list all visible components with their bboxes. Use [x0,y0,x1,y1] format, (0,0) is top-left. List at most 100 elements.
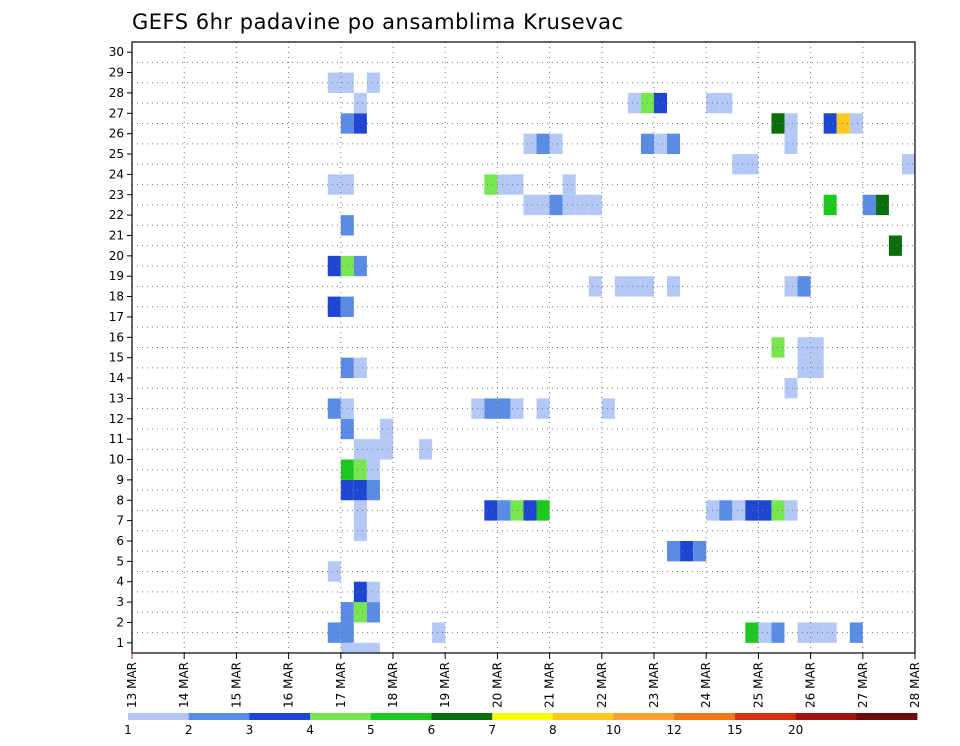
colorbar-label: 1 [124,723,132,737]
heatmap-cell [536,194,550,216]
y-tick-label: 29 [109,66,124,80]
heatmap-cell [588,194,602,216]
heatmap-cell [849,113,863,134]
heatmap-cell [523,500,537,521]
heatmap-cell [823,113,837,134]
colorbar-label: 5 [367,723,375,737]
heatmap-cell [745,500,759,521]
heatmap-cell [353,520,367,541]
axes-layer: 1234567891011121314151617181920212223242… [109,41,922,708]
colorbar: 1 2 3 4 5 6 7 8 10 12 15 20 [124,713,918,737]
heatmap-cell [366,602,380,623]
heatmap-cell [601,398,615,419]
heatmap-cell [862,194,876,216]
y-tick-label: 3 [116,595,124,609]
heatmap-cell [797,622,811,643]
colorbar-label: 12 [667,723,682,737]
x-tick-label: 26 MAR [804,662,818,708]
heatmap-cell [379,418,393,440]
x-tick-label: 25 MAR [751,662,765,708]
heatmap-cell [797,276,811,297]
colorbar-segment [310,713,372,720]
heatmap-cell [745,154,759,175]
x-tick-label: 17 MAR [334,662,348,708]
colorbar-segment [795,713,857,720]
y-tick-label: 30 [109,45,124,59]
heatmap-cell [366,642,380,653]
heatmap-cell [732,500,746,521]
x-tick-label: 21 MAR [543,662,557,708]
heatmap-cell [353,459,367,480]
colorbar-segment [431,713,493,720]
heatmap-cell [784,378,798,399]
heatmap-cell [823,622,837,643]
heatmap-cell [419,439,433,460]
colorbar-segment [552,713,614,720]
y-tick-label: 10 [109,453,124,467]
y-tick-label: 11 [109,432,124,446]
heatmap-cell [510,500,524,521]
y-tick-label: 20 [109,249,124,263]
heatmap-cell [758,500,772,521]
colorbar-label: 20 [788,723,803,737]
heatmap-cell [784,113,798,134]
heatmap-cell [497,398,511,419]
x-tick-label: 20 MAR [490,662,504,708]
heatmap-cell [536,398,550,419]
y-tick-label: 4 [116,575,124,589]
y-tick-label: 13 [109,391,124,405]
heatmap-cell [327,296,341,317]
heatmap-cell [497,500,511,521]
heatmap-cell [667,540,681,562]
heatmap-cell [353,113,367,134]
x-tick-label: 18 MAR [386,662,400,708]
y-tick-label: 17 [109,310,124,324]
heatmap-cell [901,154,915,175]
heatmap-cell [849,622,863,643]
x-tick-label: 27 MAR [856,662,870,708]
heatmap-cell [784,133,798,155]
heatmap-cell [327,398,341,419]
x-tick-label: 15 MAR [229,662,243,708]
y-tick-label: 9 [116,473,124,487]
heatmap-cell [680,540,694,562]
colorbar-segment [128,713,190,720]
heatmap-cell [366,459,380,480]
heatmap-cell [327,72,341,93]
heatmap-cell [797,337,811,358]
chart-title: GEFS 6hr padavine po ansamblima Krusevac [132,10,624,34]
colorbar-segment [249,713,311,720]
heatmap-cell [654,92,668,114]
colorbar-segment [370,713,432,720]
heatmap-cell [353,255,367,277]
heatmap-cell [327,561,341,582]
heatmap-cell [627,92,641,114]
heatmap-cell [797,357,811,379]
heatmap-cell [627,276,641,297]
colorbar-segment [492,713,554,720]
y-tick-label: 8 [116,493,124,507]
heatmap-cell [353,479,367,501]
heatmap-cell [719,500,733,521]
heatmap-cell [327,174,341,195]
y-tick-label: 27 [109,106,124,120]
colorbar-segment [188,713,250,720]
heatmap-cell [327,255,341,277]
heatmap-cell [432,622,446,643]
y-tick-label: 23 [109,188,124,202]
heatmap-cell [366,439,380,460]
y-tick-label: 6 [116,534,124,548]
heatmap-cell [353,500,367,521]
heatmap-cell [732,154,746,175]
y-tick-label: 7 [116,514,124,528]
x-tick-label: 28 MAR [908,662,922,708]
y-tick-label: 5 [116,554,124,568]
heatmap-cell [484,174,498,195]
colorbar-label: 7 [488,723,496,737]
heatmap-cell [562,174,576,195]
y-tick-label: 18 [109,290,124,304]
heatmap-cell [366,581,380,603]
heatmap-cell [836,113,850,134]
